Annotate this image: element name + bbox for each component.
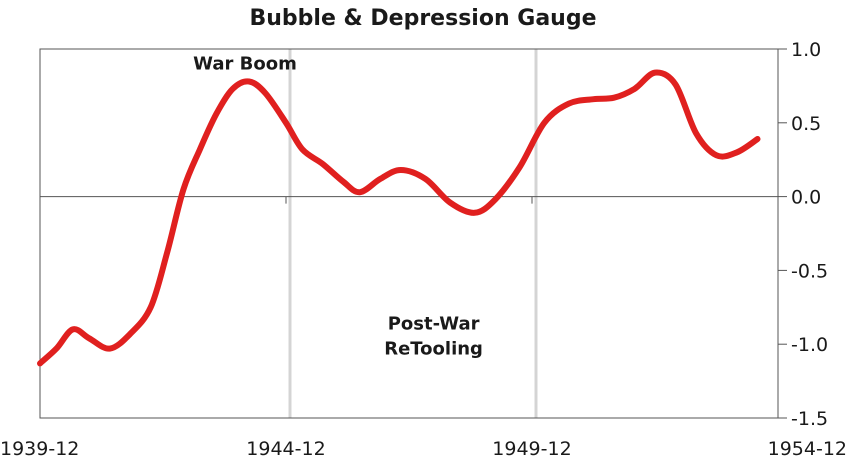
chart-title: Bubble & Depression Gauge [250,6,597,31]
annotation-label: Post-War [388,313,480,334]
annotation-label: ReTooling [384,339,483,360]
y-tick-label: -1.0 [791,334,828,356]
y-tick-label: -1.5 [791,408,828,430]
plot-area-frame [39,48,779,419]
x-tick-label: 1954-12 [768,438,847,460]
x-tick-label: 1944-12 [246,438,325,460]
x-axis: 1939-12 1944-12 1949-12 1954-12 [0,196,847,460]
reference-lines [288,49,538,418]
y-tick-label: -0.5 [791,260,828,282]
annotations: War Boom Post-War ReTooling [193,54,483,360]
series-line [37,69,761,367]
x-tick-label: 1939-12 [0,438,79,460]
y-tick-label: 0.5 [791,113,821,135]
y-tick-label: 1.0 [791,39,821,61]
y-axis: 1.0 0.5 0.0 -0.5 -1.0 -1.5 [778,39,828,430]
y-tick-label: 0.0 [791,187,821,209]
x-tick-label: 1949-12 [492,438,571,460]
annotation-label: War Boom [193,54,297,75]
